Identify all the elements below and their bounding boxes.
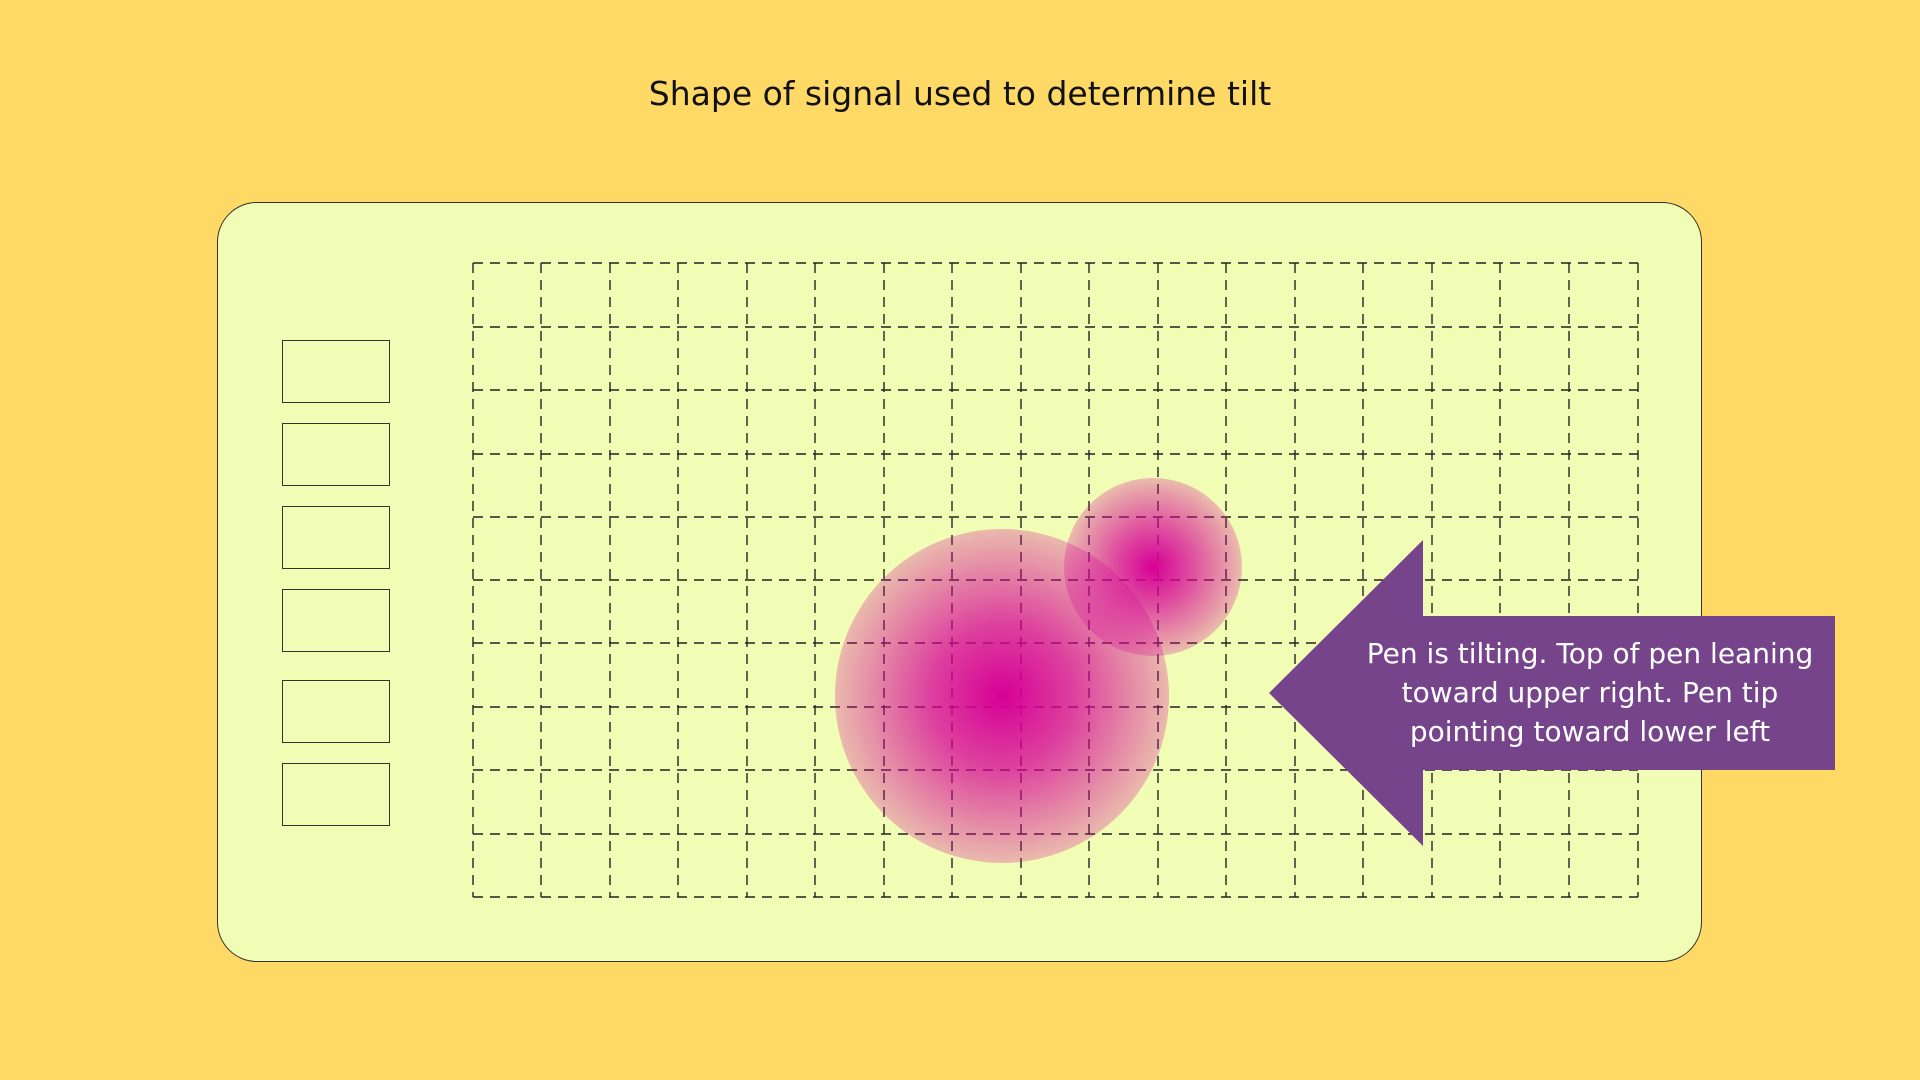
express-key-6 xyxy=(282,763,390,826)
express-key-2 xyxy=(282,423,390,486)
express-key-4 xyxy=(282,589,390,652)
express-key-5 xyxy=(282,680,390,743)
express-key-1 xyxy=(282,340,390,403)
express-key-3 xyxy=(282,506,390,569)
diagram-title: Shape of signal used to determine tilt xyxy=(648,74,1272,113)
callout-text: Pen is tilting. Top of pen leaning towar… xyxy=(1366,637,1814,748)
